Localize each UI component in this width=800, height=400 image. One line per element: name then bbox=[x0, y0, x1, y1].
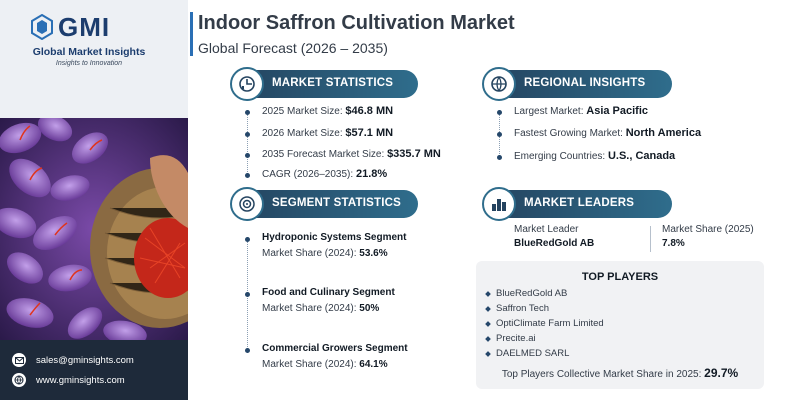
segment-share: Market Share (2024): 64.1% bbox=[262, 359, 388, 370]
market-leaders-heading: MARKET LEADERS bbox=[524, 197, 635, 209]
regional-item: Largest Market: Asia Pacific bbox=[514, 105, 649, 117]
bullet bbox=[497, 155, 502, 160]
market-leader-value: BlueRedGold AB bbox=[514, 238, 595, 249]
market-share-label: Market Share (2025) bbox=[662, 224, 754, 235]
regional-insights-header: REGIONAL INSIGHTS bbox=[482, 67, 672, 101]
top-players-panel: TOP PLAYERS BlueRedGold AB Saffron Tech … bbox=[476, 261, 764, 389]
segment-share: Market Share (2024): 50% bbox=[262, 303, 380, 314]
page-title: Indoor Saffron Cultivation Market bbox=[198, 12, 515, 34]
regional-item: Emerging Countries: U.S., Canada bbox=[514, 150, 676, 162]
email-icon bbox=[12, 353, 26, 367]
player-item: Precite.ai bbox=[496, 333, 536, 344]
page-subtitle: Global Forecast (2026 – 2035) bbox=[198, 40, 388, 56]
market-leader-label: Market Leader bbox=[514, 224, 579, 235]
logo-text: GMI bbox=[58, 12, 111, 42]
bullet bbox=[245, 348, 250, 353]
bullet bbox=[245, 237, 250, 242]
player-item: DAELMED SARL bbox=[496, 348, 570, 359]
market-leaders-header: MARKET LEADERS bbox=[482, 187, 672, 221]
bullet bbox=[485, 336, 491, 342]
saffron-flowers-photo bbox=[0, 118, 188, 340]
gmi-logo[interactable]: GMI Global Market Insights Insights to I… bbox=[14, 12, 174, 74]
left-panel: GMI Global Market Insights Insights to I… bbox=[0, 0, 188, 400]
market-stat-item: 2025 Market Size: $46.8 MN bbox=[262, 105, 394, 117]
market-statistics-icon bbox=[230, 67, 264, 101]
brand-tagline: Insights to Innovation bbox=[55, 60, 123, 67]
gmi-logo-mark-icon bbox=[31, 14, 53, 40]
contact-bar: sales@gminsights.com www.gminsights.com bbox=[0, 340, 188, 400]
contact-website-row[interactable]: www.gminsights.com bbox=[12, 372, 125, 388]
player-item: BlueRedGold AB bbox=[496, 288, 568, 299]
top-players-heading: TOP PLAYERS bbox=[581, 271, 659, 283]
bullet bbox=[485, 351, 491, 357]
market-stat-item: 2026 Market Size: $57.1 MN bbox=[262, 127, 394, 139]
bullet bbox=[245, 173, 250, 178]
market-statistics-header: MARKET STATISTICS bbox=[230, 67, 418, 101]
segment-share: Market Share (2024): 53.6% bbox=[262, 248, 388, 259]
player-item: Saffron Tech bbox=[496, 303, 549, 314]
collective-share: Top Players Collective Market Share in 2… bbox=[501, 366, 739, 380]
bullet bbox=[245, 132, 250, 137]
segment-title: Hydroponic Systems Segment bbox=[262, 232, 407, 243]
regional-item: Fastest Growing Market: North America bbox=[514, 127, 702, 139]
segment-statistics-heading: SEGMENT STATISTICS bbox=[272, 197, 402, 209]
market-statistics-connector bbox=[247, 110, 248, 176]
bullet bbox=[245, 153, 250, 158]
segment-title: Food and Culinary Segment bbox=[262, 287, 395, 298]
bullet bbox=[245, 292, 250, 297]
globe-region-icon bbox=[482, 67, 516, 101]
bullet bbox=[485, 321, 491, 327]
market-statistics-heading: MARKET STATISTICS bbox=[272, 77, 394, 89]
brand-name: Global Market Insights bbox=[32, 46, 146, 58]
contact-email[interactable]: sales@gminsights.com bbox=[36, 354, 134, 366]
market-stat-item: CAGR (2026–2035): 21.8% bbox=[262, 168, 388, 180]
leader-divider bbox=[650, 226, 651, 252]
player-item: OptiClimate Farm Limited bbox=[496, 318, 604, 329]
segment-statistics-header: SEGMENT STATISTICS bbox=[230, 187, 418, 221]
contact-email-row[interactable]: sales@gminsights.com bbox=[12, 352, 134, 368]
bullet bbox=[497, 132, 502, 137]
title-accent-bar bbox=[190, 12, 193, 56]
contact-website[interactable]: www.gminsights.com bbox=[36, 374, 125, 386]
bullet bbox=[245, 110, 250, 115]
bullet bbox=[497, 110, 502, 115]
bullet bbox=[485, 306, 491, 312]
segment-title: Commercial Growers Segment bbox=[262, 343, 408, 354]
target-icon bbox=[230, 187, 264, 221]
globe-icon bbox=[12, 373, 26, 387]
market-share-value: 7.8% bbox=[662, 238, 685, 249]
bullet bbox=[485, 291, 491, 297]
regional-insights-heading: REGIONAL INSIGHTS bbox=[524, 77, 646, 89]
market-stat-item: 2035 Forecast Market Size: $335.7 MN bbox=[262, 148, 441, 160]
leaderboard-icon bbox=[482, 187, 516, 221]
